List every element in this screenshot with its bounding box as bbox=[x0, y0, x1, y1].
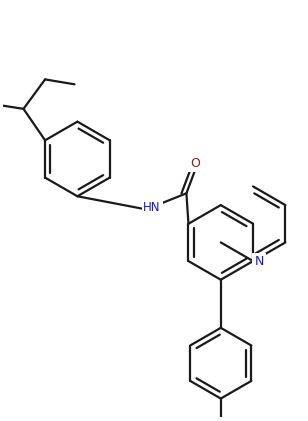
Text: N: N bbox=[254, 255, 264, 268]
Text: O: O bbox=[190, 157, 200, 171]
Text: HN: HN bbox=[143, 200, 161, 213]
